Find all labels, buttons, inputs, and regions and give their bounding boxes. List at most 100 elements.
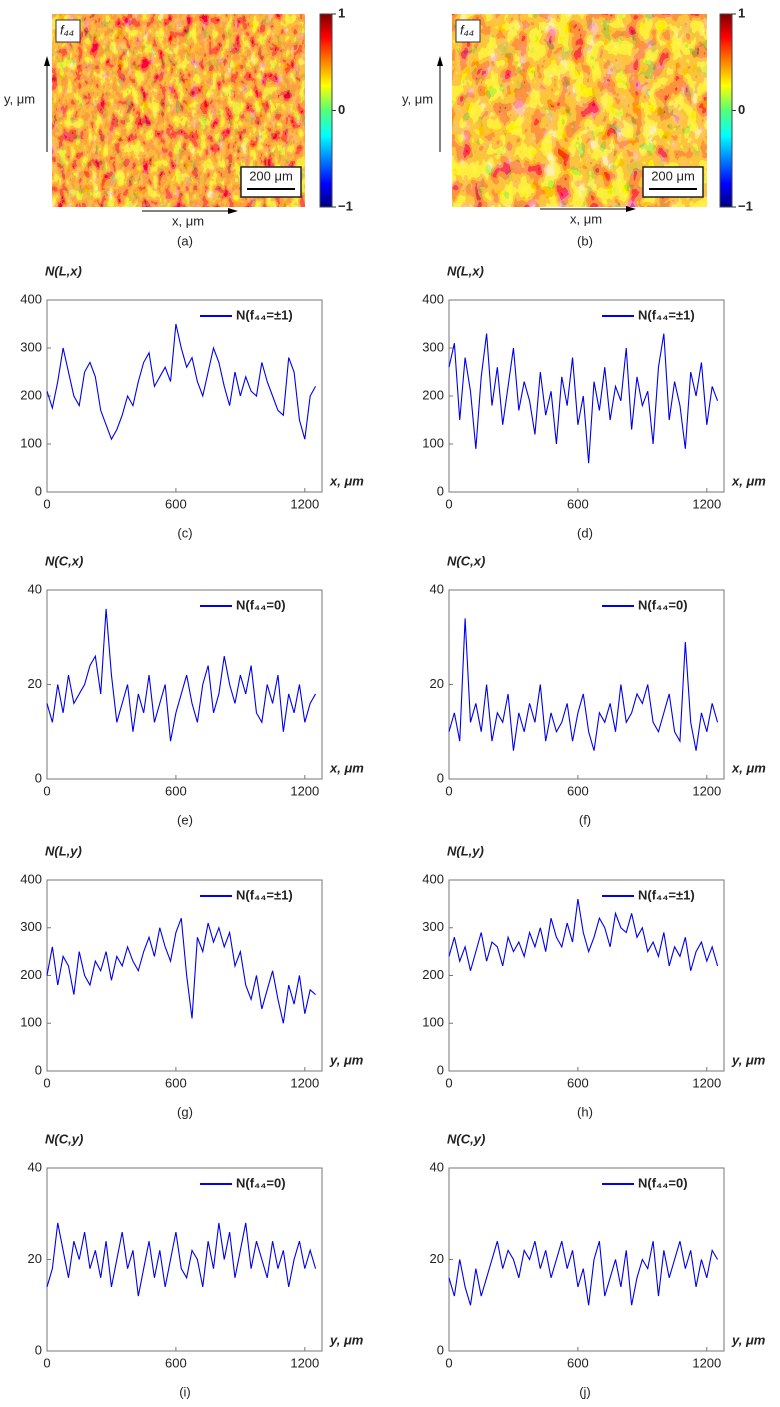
y-tick-label: 100 bbox=[20, 1015, 42, 1030]
map-label: f₄₄ bbox=[460, 22, 474, 37]
y-axis-label: y, μm bbox=[402, 91, 433, 106]
scale-bar-box bbox=[240, 166, 302, 198]
y-tick-label: 0 bbox=[35, 483, 42, 498]
y-arrow-head bbox=[44, 56, 50, 66]
y-arrow-head bbox=[437, 56, 443, 66]
x-tick-label: 0 bbox=[445, 1355, 452, 1370]
y-tick-label: 40 bbox=[430, 581, 444, 596]
x-tick-label: 0 bbox=[445, 1075, 452, 1090]
x-tick-label: 1200 bbox=[692, 496, 721, 511]
x-axis-label: y, μm bbox=[731, 1052, 766, 1067]
y-tick-label: 100 bbox=[422, 435, 444, 450]
x-axis-label: x, μm bbox=[329, 760, 364, 775]
x-tick-label: 600 bbox=[165, 783, 187, 798]
map-label-box bbox=[455, 19, 481, 43]
caption: (c) bbox=[177, 525, 192, 540]
y-tick-label: 0 bbox=[35, 770, 42, 785]
y-tick-label: 100 bbox=[422, 1015, 444, 1030]
y-tick-label: 40 bbox=[28, 1159, 42, 1174]
y-axis-label: y, μm bbox=[4, 91, 35, 106]
x-tick-label: 1200 bbox=[290, 496, 319, 511]
scale-bar-label: 200 μm bbox=[651, 168, 695, 183]
plot-frame bbox=[448, 299, 725, 493]
plot-frame bbox=[46, 299, 323, 493]
x-tick-label: 0 bbox=[445, 496, 452, 511]
x-tick-label: 0 bbox=[43, 496, 50, 511]
chart-title: N(L,x) bbox=[447, 263, 484, 278]
y-tick-label: 300 bbox=[422, 339, 444, 354]
y-tick-label: 300 bbox=[20, 919, 42, 934]
x-tick-label: 0 bbox=[43, 1075, 50, 1090]
chart-title: N(C,y) bbox=[447, 1131, 485, 1146]
legend-label: N(f₄₄=0) bbox=[638, 1175, 688, 1190]
x-tick-label: 0 bbox=[43, 783, 50, 798]
map-label-box bbox=[55, 19, 81, 43]
colorbar-tick-label: 1 bbox=[338, 5, 345, 20]
legend-label: N(f₄₄=±1) bbox=[638, 887, 695, 902]
colorbar bbox=[719, 13, 733, 208]
x-axis-label: x, μm bbox=[329, 473, 364, 488]
legend-label: N(f₄₄=0) bbox=[236, 1175, 286, 1190]
plot-frame bbox=[448, 879, 725, 1072]
x-tick-label: 1200 bbox=[290, 783, 319, 798]
colorbar-tick-label: −1 bbox=[738, 198, 753, 213]
chart-title: N(L,y) bbox=[45, 843, 82, 858]
colorbar-tick-label: −1 bbox=[338, 198, 353, 213]
caption: (a) bbox=[177, 233, 193, 248]
x-axis-label: x, μm bbox=[731, 473, 766, 488]
x-tick-label: 600 bbox=[165, 1355, 187, 1370]
chart-title: N(C,x) bbox=[45, 553, 83, 568]
x-axis-label: y, μm bbox=[329, 1052, 364, 1067]
y-tick-label: 400 bbox=[20, 871, 42, 886]
y-tick-label: 0 bbox=[437, 1342, 444, 1357]
colorbar-tick-label: 0 bbox=[738, 102, 745, 117]
x-tick-label: 600 bbox=[567, 1355, 589, 1370]
x-axis-label: x, μm bbox=[172, 213, 204, 228]
chart-title: N(L,x) bbox=[45, 263, 82, 278]
colorbar-tick-label: 0 bbox=[338, 102, 345, 117]
scale-bar-box bbox=[642, 166, 704, 198]
map-label: f₄₄ bbox=[60, 22, 74, 37]
data-line bbox=[46, 323, 317, 441]
y-tick-label: 20 bbox=[430, 676, 444, 691]
x-tick-label: 0 bbox=[445, 783, 452, 798]
y-tick-label: 40 bbox=[430, 1159, 444, 1174]
x-axis-label: y, μm bbox=[329, 1332, 364, 1347]
caption: (b) bbox=[577, 233, 593, 248]
x-tick-label: 600 bbox=[165, 496, 187, 511]
y-tick-label: 40 bbox=[28, 581, 42, 596]
data-line bbox=[448, 333, 719, 464]
data-line bbox=[448, 1241, 719, 1306]
x-tick-label: 600 bbox=[567, 496, 589, 511]
y-tick-label: 0 bbox=[437, 483, 444, 498]
plot-frame bbox=[448, 1167, 725, 1352]
y-tick-label: 0 bbox=[437, 1062, 444, 1077]
x-tick-label: 1200 bbox=[290, 1355, 319, 1370]
y-tick-label: 0 bbox=[35, 1342, 42, 1357]
x-tick-label: 1200 bbox=[692, 783, 721, 798]
x-axis-label: y, μm bbox=[731, 1332, 766, 1347]
caption: (e) bbox=[177, 812, 193, 827]
y-tick-label: 20 bbox=[28, 676, 42, 691]
x-tick-label: 600 bbox=[567, 783, 589, 798]
y-tick-label: 300 bbox=[422, 919, 444, 934]
caption: (g) bbox=[177, 1104, 193, 1119]
legend-label: N(f₄₄=0) bbox=[236, 597, 286, 612]
y-tick-label: 20 bbox=[430, 1251, 444, 1266]
scale-bar-label: 200 μm bbox=[249, 168, 293, 183]
x-tick-label: 1200 bbox=[692, 1075, 721, 1090]
y-tick-label: 0 bbox=[437, 770, 444, 785]
y-tick-label: 200 bbox=[422, 387, 444, 402]
y-tick-label: 400 bbox=[20, 291, 42, 306]
caption: (j) bbox=[579, 1384, 591, 1399]
x-arrow-head bbox=[228, 208, 238, 214]
data-line bbox=[448, 618, 719, 751]
x-tick-label: 600 bbox=[165, 1075, 187, 1090]
x-tick-label: 0 bbox=[43, 1355, 50, 1370]
x-tick-label: 1200 bbox=[692, 1355, 721, 1370]
legend-label: N(f₄₄=±1) bbox=[236, 887, 293, 902]
caption: (d) bbox=[577, 525, 593, 540]
y-tick-label: 100 bbox=[20, 435, 42, 450]
legend-label: N(f₄₄=0) bbox=[638, 597, 688, 612]
